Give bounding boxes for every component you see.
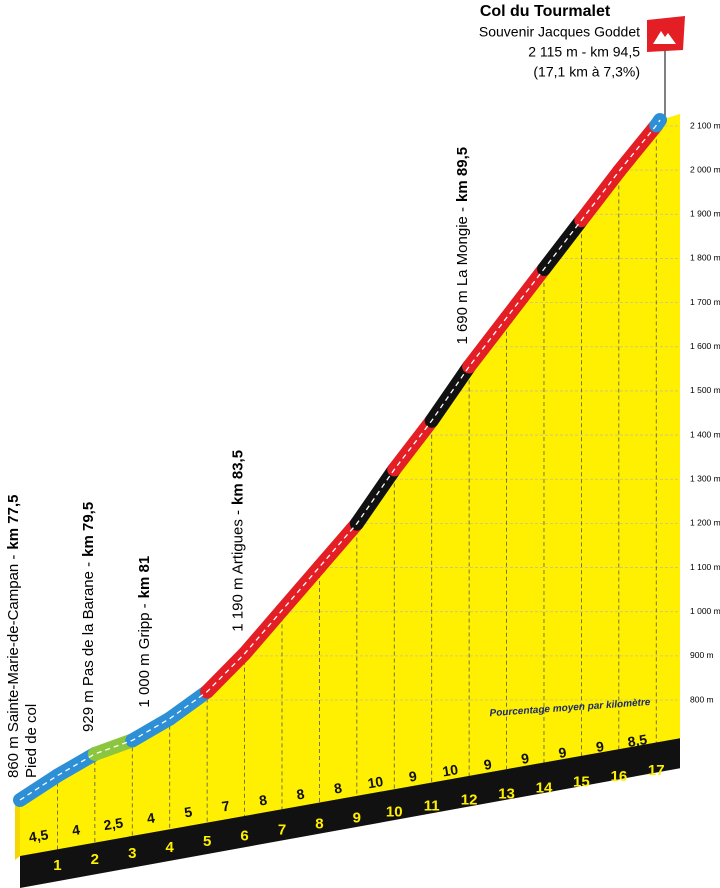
km-label: 16 [610,768,627,785]
gradient-label: 8 [258,791,268,808]
waypoint-km: km 79,5 [80,502,97,557]
y-tick-label: 1 900 m [690,209,720,219]
flag-icon [653,31,676,44]
y-tick-label: 1 200 m [690,518,720,528]
y-tick-label: 1 600 m [690,341,720,351]
gradient-label: 10 [441,761,459,779]
km-label: 1 [53,857,61,874]
km-label: 8 [315,815,323,832]
waypoint-name: 1 000 m Gripp - [136,603,153,707]
gradient-label: 4 [146,809,156,826]
gradient-label: 2,5 [102,814,124,833]
gradient-label: 8,5 [626,731,648,750]
gradient-label: 8 [333,780,343,797]
y-tick-label: 2 000 m [690,164,720,174]
gradient-label: 9 [557,744,567,761]
flag [647,16,685,52]
gradient-label: 8 [295,786,305,803]
waypoint-label: 1 000 m Gripp - km 81 [136,556,153,708]
chart-title: Col du Tourmalet [480,3,611,20]
waypoint-name: 929 m Pas de la Barane - [80,562,97,732]
y-tick-label: 1 400 m [690,429,720,439]
km-label: 5 [203,833,211,850]
waypoint-extra: Pied de col [23,704,40,778]
y-tick-label: 1 700 m [690,297,720,307]
gradient-label: 9 [520,750,530,767]
gradient-label: 9 [595,738,605,755]
km-label: 6 [240,827,248,844]
waypoint-label: 860 m Sainte-Marie-de-Campan - km 77,5 [5,495,22,778]
waypoint-km: km 77,5 [5,495,22,550]
waypoint-name: 860 m Sainte-Marie-de-Campan - [5,555,22,778]
waypoint-km: km 89,5 [454,147,471,202]
y-tick-label: 900 m [690,650,714,660]
km-label: 13 [498,786,515,803]
gradient-label: 4 [71,821,81,838]
y-tick-label: 800 m [690,694,714,704]
km-label: 7 [278,821,286,838]
waypoint-label: 1 190 m Artigues - km 83,5 [230,450,247,632]
km-label: 12 [461,792,478,809]
base-band [20,738,680,888]
km-label: 14 [536,780,553,797]
gradient-label: 10 [366,773,384,791]
subtitle: (17,1 km à 7,3%) [533,64,640,80]
gradient-label: 9 [408,768,418,785]
subtitle: Souvenir Jacques Goddet [479,24,640,40]
gradient-label: 4,5 [28,826,50,845]
profile-fill [20,114,680,856]
subtitle: 2 115 m - km 94,5 [528,44,640,60]
y-tick-label: 1 800 m [690,253,720,263]
y-tick-label: 2 100 m [690,120,720,130]
waypoint-name: 1 690 m La Mongie - [454,207,471,345]
km-label: 3 [128,845,136,862]
km-label: 17 [648,762,665,779]
waypoint-label: 929 m Pas de la Barane - km 79,5 [80,502,97,732]
km-label: 9 [353,809,361,826]
gradient-label: 7 [221,797,231,814]
y-tick-label: 1 500 m [690,385,720,395]
y-tick-label: 1 100 m [690,562,720,572]
waypoint-km: km 81 [136,556,153,599]
y-tick-label: 1 000 m [690,606,720,616]
waypoint-km: km 83,5 [230,450,247,505]
km-label: 2 [91,851,99,868]
km-label: 10 [386,803,403,820]
profile-side [15,800,20,860]
waypoint-name: 1 190 m Artigues - [230,510,247,632]
gradient-label: 9 [483,756,493,773]
road-centerline [19,119,661,801]
km-label: 11 [424,798,440,815]
gradient-label: 5 [183,803,193,820]
km-label: 15 [573,774,590,791]
waypoint-label: 1 690 m La Mongie - km 89,5 [454,147,471,345]
y-tick-label: 1 300 m [690,473,720,483]
km-label: 4 [166,839,175,856]
